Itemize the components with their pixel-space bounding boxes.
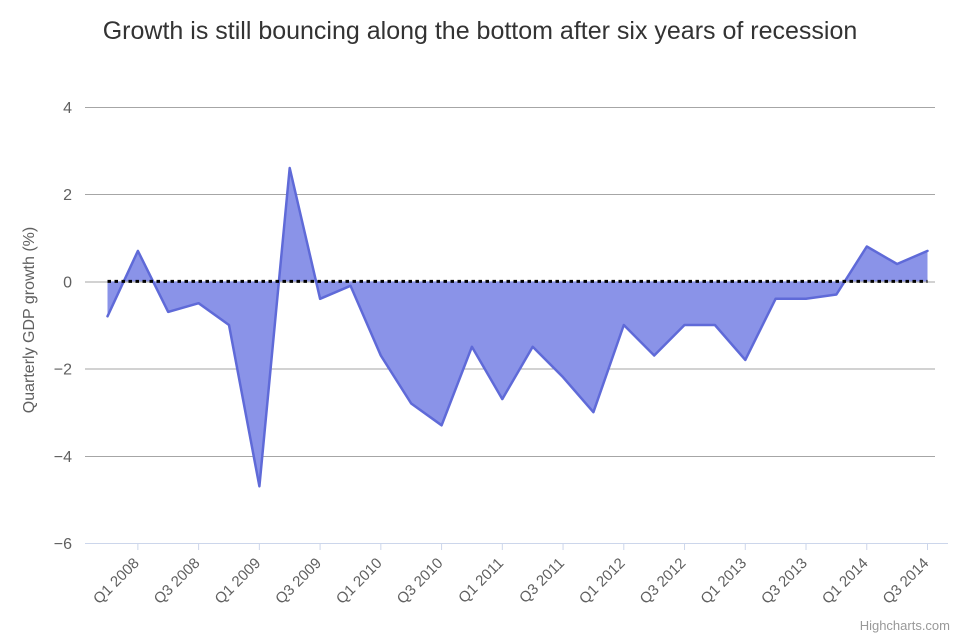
y-axis-tick-label: −6 [54, 536, 72, 553]
y-axis-title: Quarterly GDP growth (%) [21, 227, 38, 413]
y-axis-tick-label: 4 [63, 100, 72, 117]
area-series-line [106, 166, 929, 488]
x-axis-tick-label: Q1 2010 [333, 555, 386, 608]
x-axis-tick-label: Q3 2008 [151, 555, 204, 608]
x-axis-tick-label: Q1 2012 [576, 555, 629, 608]
y-axis-tick-label: 2 [63, 187, 72, 204]
x-axis-tick-label: Q3 2014 [880, 555, 933, 608]
highcharts-credit-link[interactable]: Highcharts.com [859, 618, 950, 633]
x-axis-tick-label: Q3 2009 [272, 555, 325, 608]
x-axis-tick-label: Q1 2008 [90, 555, 143, 608]
y-axis-tick-label: −4 [54, 449, 72, 466]
y-axis-tick-label: −2 [54, 362, 72, 379]
x-axis-tick-label: Q1 2009 [212, 555, 265, 608]
x-axis-tick-label: Q1 2013 [697, 555, 750, 608]
x-axis-tick-label: Q3 2012 [637, 555, 690, 608]
area-series-fill [107, 168, 928, 487]
x-axis-tick-label: Q1 2014 [819, 555, 872, 608]
x-axis-tick-label: Q1 2011 [455, 555, 507, 607]
chart-title: Growth is still bouncing along the botto… [102, 17, 858, 45]
x-axis-tick-label: Q3 2010 [394, 555, 447, 608]
x-axis-tick-label: Q3 2011 [516, 555, 568, 607]
y-axis-tick-label: 0 [63, 274, 72, 291]
x-axis-tick-label: Q3 2013 [758, 555, 811, 608]
